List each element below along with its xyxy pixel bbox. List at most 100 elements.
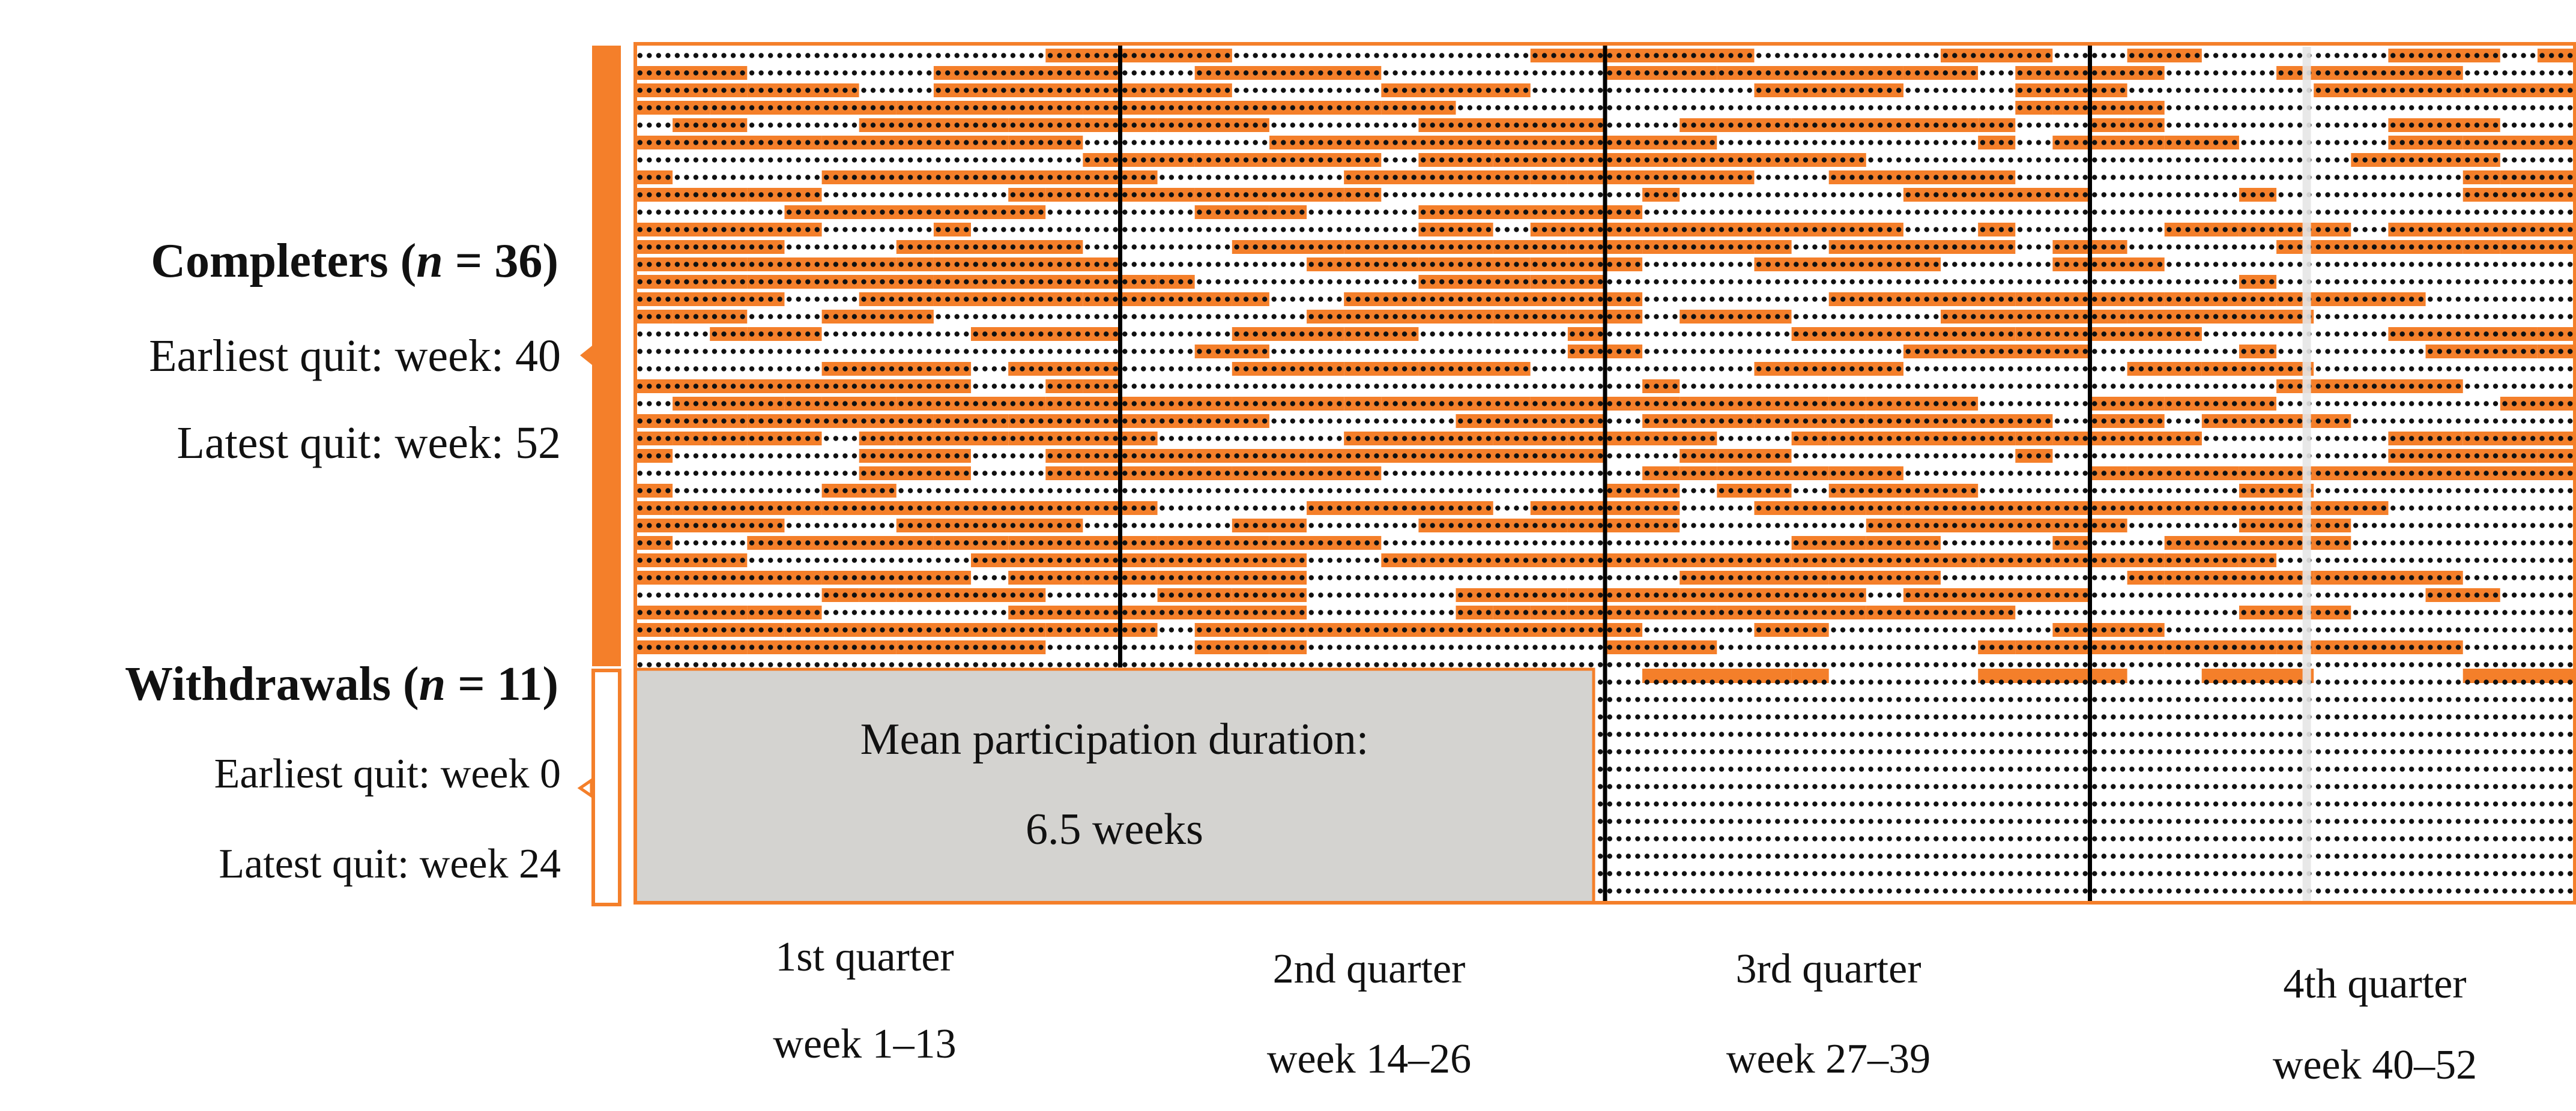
week-dot [2017,140,2023,145]
week-dot [1084,418,1090,424]
week-dot [1858,279,1864,285]
week-dot [2418,105,2423,110]
week-dot [1122,418,1128,424]
week-dot [1868,366,1873,372]
week-dot [1206,262,1212,267]
week-dot [973,88,979,93]
week-dot [1224,140,1230,145]
week-dot [2111,366,2116,372]
week-dot [2148,262,2153,267]
week-dot [1849,297,1855,302]
active-week-cell [1194,414,1269,428]
week-dot [1560,244,1566,250]
week-dot [730,175,736,180]
week-dot [1439,314,1445,319]
week-dot [1234,279,1239,285]
week-dot [907,384,913,389]
week-dot [2493,279,2499,285]
week-dot [861,227,866,232]
week-dot [2175,209,2181,215]
week-dot [1728,209,1734,215]
week-dot [1831,227,1836,232]
week-dot [889,366,895,372]
week-dot [1084,70,1090,76]
week-dot [1812,401,1818,406]
week-dot [730,157,736,163]
week-dot [2120,122,2126,128]
week-dot [1084,175,1090,180]
week-dot [2175,262,2181,267]
week-dot [2418,418,2423,424]
week-dot [917,279,922,285]
week-dot [1905,314,1911,319]
week-dot [1374,157,1379,163]
week-dot [973,157,979,163]
week-dot [880,331,885,337]
week-dot [2204,401,2209,406]
active-week-cell [2388,432,2463,445]
week-dot [1029,122,1035,128]
week-dot [2166,105,2172,110]
week-dot [1169,366,1175,372]
week-dot [2073,384,2079,389]
week-dot [1439,244,1445,250]
week-dot [1150,227,1156,232]
week-dot [684,157,689,163]
week-dot [1215,175,1221,180]
week-dot [2241,366,2246,372]
week-dot [1495,279,1501,285]
week-dot [1243,209,1249,215]
week-dot [1896,105,1902,110]
week-dot [1775,227,1780,232]
week-dot [1887,244,1892,250]
week-dot [1989,105,1995,110]
week-dot [1224,401,1230,406]
week-dot [1308,70,1314,76]
week-dot [2036,401,2042,406]
week-dot [2269,105,2275,110]
week-dot [2101,122,2106,128]
week-dot [833,140,839,145]
week-dot [1961,314,1967,319]
week-dot [2157,88,2163,93]
week-dot [1989,366,1995,372]
week-dot [1961,122,1967,128]
week-dot [674,349,680,354]
week-dot [991,140,997,145]
week-dot [870,244,876,250]
week-dot [2036,331,2042,337]
week-dot [758,436,764,441]
week-dot [861,366,866,372]
week-dot [936,157,941,163]
week-dot [1318,88,1323,93]
week-dot [973,262,979,267]
week-dot [1700,279,1706,285]
week-dot [2530,349,2536,354]
week-dot [796,140,802,145]
week-dot [2008,88,2013,93]
week-dot [768,366,773,372]
week-dot [637,297,643,302]
week-dot [1486,209,1492,215]
week-dot [1421,262,1426,267]
active-week-cell [1866,606,2016,619]
week-dot [1794,192,1799,197]
week-dot [1654,175,1659,180]
week-dot [1728,175,1734,180]
week-dot [1439,53,1445,58]
week-dot [851,88,857,93]
week-dot [712,227,718,232]
week-dot [1738,401,1743,406]
week-dot [1374,70,1379,76]
week-dot [880,88,885,93]
week-dot [2166,175,2172,180]
week-dot [1262,140,1268,145]
week-dot [1187,70,1193,76]
week-dot [1364,279,1370,285]
week-dot [2428,122,2433,128]
week-dot [2073,53,2079,58]
week-dot [1066,349,1072,354]
week-dot [2073,297,2079,302]
week-dot [1877,53,1883,58]
week-dot [917,140,922,145]
